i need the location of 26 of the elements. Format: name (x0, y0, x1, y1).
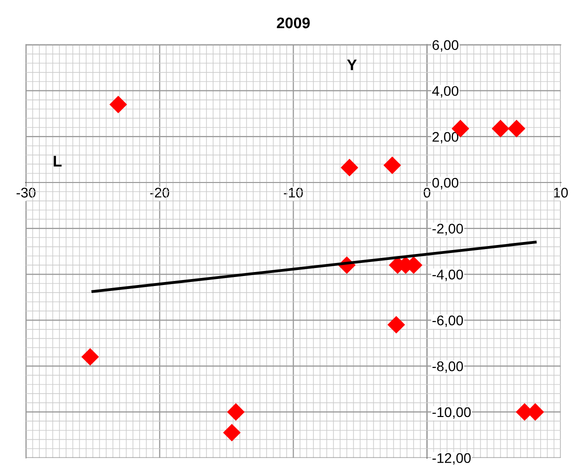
point (508, 120, 526, 138)
y-tick-label: 4,00 (432, 86, 458, 98)
x-tick-label: -10 (284, 188, 303, 198)
x-tick-label: -30 (16, 188, 36, 198)
point (81, 348, 99, 366)
point (492, 120, 510, 138)
point (383, 156, 402, 174)
x-axis-title: L (54, 156, 62, 166)
y-tick-label: -10,00 (432, 407, 471, 419)
point (223, 424, 241, 442)
y-tick-label: -2,00 (432, 224, 463, 236)
y-tick-label: -12,00 (432, 453, 471, 465)
point (109, 96, 128, 114)
point (340, 158, 358, 176)
y-tick-label: -6,00 (432, 316, 463, 327)
chart-title: 2009 (276, 18, 310, 28)
y-tick-label: 2,00 (432, 132, 458, 144)
point (387, 316, 406, 334)
x-tick-label: 10 (554, 188, 568, 198)
y-axis-title: Y (347, 60, 357, 70)
y-tick-label: -8,00 (432, 361, 463, 373)
y-tick-label: 0,00 (432, 178, 458, 190)
y-tick-label: -4,00 (432, 270, 463, 282)
point (227, 403, 245, 421)
x-tick-label: 0 (424, 188, 430, 198)
y-tick-label: 6,00 (432, 40, 458, 52)
